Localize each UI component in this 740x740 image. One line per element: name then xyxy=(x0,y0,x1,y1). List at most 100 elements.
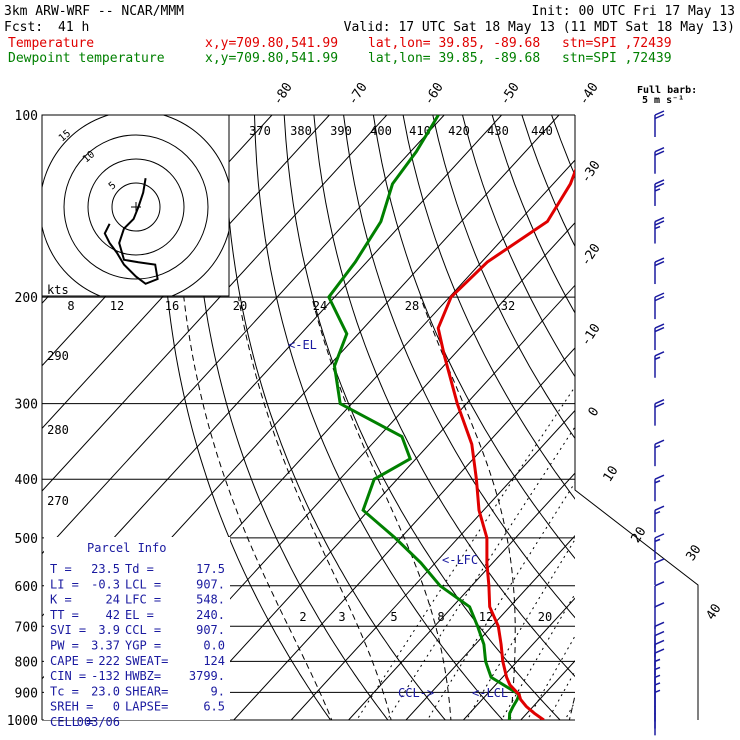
parcel-info-cell: 24 xyxy=(106,593,120,607)
mixing-ratio-label: 20 xyxy=(538,610,552,624)
wind-barb xyxy=(654,147,665,174)
pressure-tick-label: 1000 xyxy=(7,714,38,729)
parcel-info-cell: 9. xyxy=(211,684,225,698)
mixing-ratio-line xyxy=(465,538,575,720)
pressure-tick-label: 700 xyxy=(15,620,38,635)
wind-barb xyxy=(654,257,665,285)
pressure-tick-label: 500 xyxy=(15,532,38,547)
mixing-ratio-label: 12 xyxy=(479,610,493,624)
parcel-info-cell: LCL = xyxy=(125,577,161,591)
dew-stn: stn=SPI ,72439 xyxy=(562,51,672,66)
isotherm-label: 40 xyxy=(704,601,725,622)
parcel-info-cell: 240. xyxy=(196,608,225,622)
theta-label: 420 xyxy=(448,124,470,138)
mixing-ratio-label: 20 xyxy=(233,299,247,313)
fcst-value: 41 h xyxy=(58,20,89,35)
dry-adiabat-line xyxy=(372,115,575,560)
theta-label: 370 xyxy=(249,124,271,138)
parcel-info-cell: 17.5 xyxy=(196,562,225,576)
theta-label: 380 xyxy=(290,124,312,138)
mixing-ratio-label: 3 xyxy=(338,610,345,624)
dry-adiabat-line xyxy=(491,115,575,314)
header: 3km ARW-WRF -- NCAR/MMM Init: 00 UTC Fri… xyxy=(4,4,735,66)
theta-label: 430 xyxy=(487,124,509,138)
dry-adiabat-line xyxy=(581,115,740,733)
dry-adiabat-line xyxy=(254,115,504,720)
moist-adiabat-line xyxy=(419,296,516,720)
pressure-tick-label: 200 xyxy=(15,291,38,306)
parcel-info-cell: 124 xyxy=(203,654,225,668)
parcel-info-cell: LI = xyxy=(50,577,79,591)
dry-adiabat-line xyxy=(700,115,740,733)
wind-barb xyxy=(654,621,665,649)
parcel-info-cell: 6.5 xyxy=(203,700,225,714)
parcel-info-panel: Parcel Info T = 23.5 Td = 17.5 LI = -0.3 LCL =… xyxy=(44,537,230,729)
mixing-ratio-line xyxy=(547,670,575,720)
pressure-tick-label: 600 xyxy=(15,580,38,595)
legend-dewpoint: Dewpoint temperature xyxy=(8,51,165,66)
parcel-info-cell: LAPSE= xyxy=(125,700,168,714)
wind-barb xyxy=(654,558,665,585)
isotherm-label: 20 xyxy=(629,524,650,545)
isotherm-line xyxy=(405,534,575,720)
dry-adiabat-line xyxy=(224,115,446,720)
dry-adiabat-line xyxy=(283,115,561,720)
isotherm-label: -10 xyxy=(578,321,603,349)
isotherm-label: -60 xyxy=(421,80,446,108)
parcel-info-cell: 548. xyxy=(196,593,225,607)
parcel-info-cell: 222 xyxy=(98,654,120,668)
moist-adiabat-line xyxy=(568,693,575,720)
parcel-info-cell: 3.37 xyxy=(91,639,120,653)
wind-barb xyxy=(654,439,665,467)
wind-barb xyxy=(654,292,665,320)
wind-barb xyxy=(654,639,665,667)
dry-adiabat-line xyxy=(730,115,740,733)
parcel-info-cell: HWBZ= xyxy=(125,669,161,683)
hodo-ring-5: 5 xyxy=(107,180,119,192)
mixing-ratio-label: 16 xyxy=(165,299,179,313)
ccl-marker: CCL-> xyxy=(398,686,434,700)
wind-barb xyxy=(654,110,665,137)
parcel-info-cell: -0.3 xyxy=(91,577,120,591)
isotherm-line xyxy=(520,660,575,720)
isotherm-label: -50 xyxy=(497,80,522,108)
hodo-kts-label: kts xyxy=(47,283,69,297)
dry-adiabat-line xyxy=(551,115,575,177)
parcel-info-cell: 0.0 xyxy=(203,639,225,653)
wind-barb xyxy=(654,179,665,206)
temp-latlon: lat,lon= 39.85, -89.68 xyxy=(368,36,540,51)
moist-adiabat-line xyxy=(624,297,740,733)
wind-barb xyxy=(654,323,665,351)
pressure-tick-label: 300 xyxy=(15,398,38,413)
mixing-ratio-label: 24 xyxy=(313,299,327,313)
isotherm-line xyxy=(463,597,575,720)
parcel-info-cell: CCL = xyxy=(125,623,161,637)
wind-barb xyxy=(654,533,665,560)
dry-adiabat-line xyxy=(432,115,575,440)
mixing-ratio-label: 8 xyxy=(67,299,74,313)
parcel-info-cell: 23.0 xyxy=(91,684,120,698)
parcel-info-cell: 0 xyxy=(113,700,120,714)
moist-adiabat-line xyxy=(311,296,452,720)
mixing-ratio-line xyxy=(564,700,575,720)
parcel-info-cell: PW = xyxy=(50,639,79,653)
parcel-info-cell: 42 xyxy=(106,608,120,622)
parcel-info-cell: TT = xyxy=(50,608,79,622)
pressure-tick-label: 900 xyxy=(15,686,38,701)
mixing-ratio-line xyxy=(526,635,575,720)
parcel-info-cell: EL = xyxy=(125,608,154,622)
isotherm-line xyxy=(578,115,740,720)
lfc-marker: <-LFC xyxy=(442,553,478,567)
parcel-info-cell: 907. xyxy=(196,623,225,637)
dry-adiabat-line xyxy=(611,115,740,733)
isotherm-line xyxy=(636,115,740,720)
fcst-label: Fcst: xyxy=(4,20,43,35)
parcel-info-cell: SREH = xyxy=(50,700,93,714)
isotherm-line xyxy=(290,409,575,720)
barb-legend-line2: 5 m s⁻¹ xyxy=(642,95,684,106)
wind-barb xyxy=(654,398,665,426)
dry-adiabat-line xyxy=(462,115,575,378)
hodograph-trace xyxy=(103,178,159,285)
wind-barb xyxy=(654,216,665,244)
